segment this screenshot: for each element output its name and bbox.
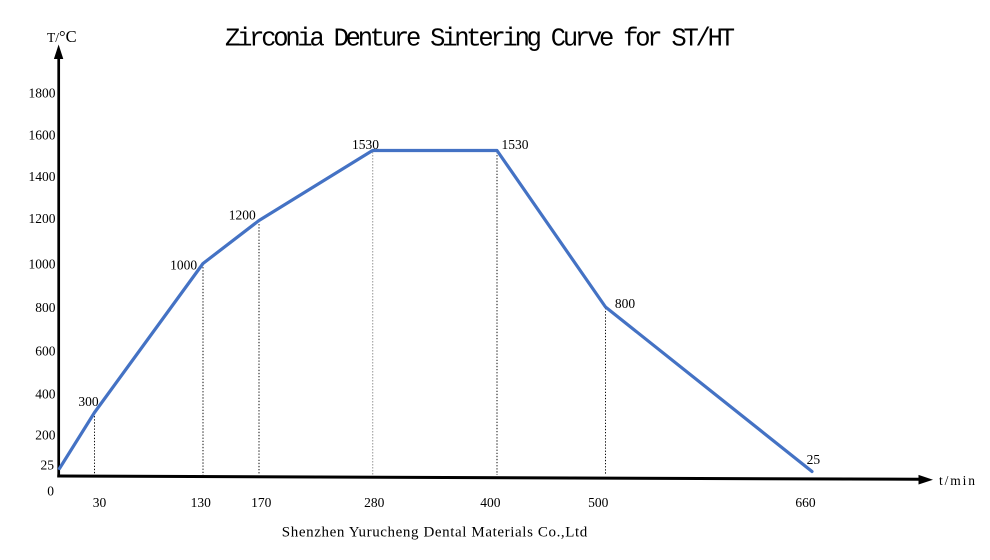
- svg-text:1000: 1000: [170, 257, 197, 272]
- svg-text:1400: 1400: [29, 169, 56, 184]
- svg-text:25: 25: [807, 452, 821, 467]
- svg-text:800: 800: [615, 296, 636, 311]
- svg-text:Zirconia Denture Sintering Cur: Zirconia Denture Sintering Curve for ST/…: [225, 25, 735, 54]
- svg-text:1200: 1200: [29, 211, 56, 226]
- svg-text:170: 170: [251, 495, 272, 510]
- svg-text:300: 300: [78, 394, 99, 409]
- svg-text:400: 400: [480, 495, 501, 510]
- svg-text:1600: 1600: [29, 127, 56, 142]
- svg-text:1530: 1530: [502, 137, 529, 152]
- svg-text:1800: 1800: [29, 85, 56, 100]
- svg-text:600: 600: [35, 344, 56, 359]
- svg-text:t/min: t/min: [939, 473, 975, 488]
- svg-text:Shenzhen Yurucheng Dental Mate: Shenzhen Yurucheng Dental Materials Co.,…: [282, 525, 588, 541]
- svg-text:200: 200: [35, 428, 56, 443]
- svg-text:130: 130: [191, 495, 212, 510]
- svg-text:30: 30: [93, 495, 107, 510]
- svg-text:0: 0: [47, 484, 54, 499]
- svg-text:800: 800: [35, 300, 56, 315]
- svg-text:T/°C: T/°C: [47, 27, 77, 46]
- svg-text:1000: 1000: [29, 257, 56, 272]
- svg-text:1200: 1200: [229, 208, 256, 223]
- svg-text:1530: 1530: [352, 137, 379, 152]
- svg-text:25: 25: [41, 457, 55, 472]
- svg-text:280: 280: [364, 495, 385, 510]
- svg-text:500: 500: [588, 495, 609, 510]
- svg-text:400: 400: [35, 386, 56, 401]
- svg-text:660: 660: [795, 495, 816, 510]
